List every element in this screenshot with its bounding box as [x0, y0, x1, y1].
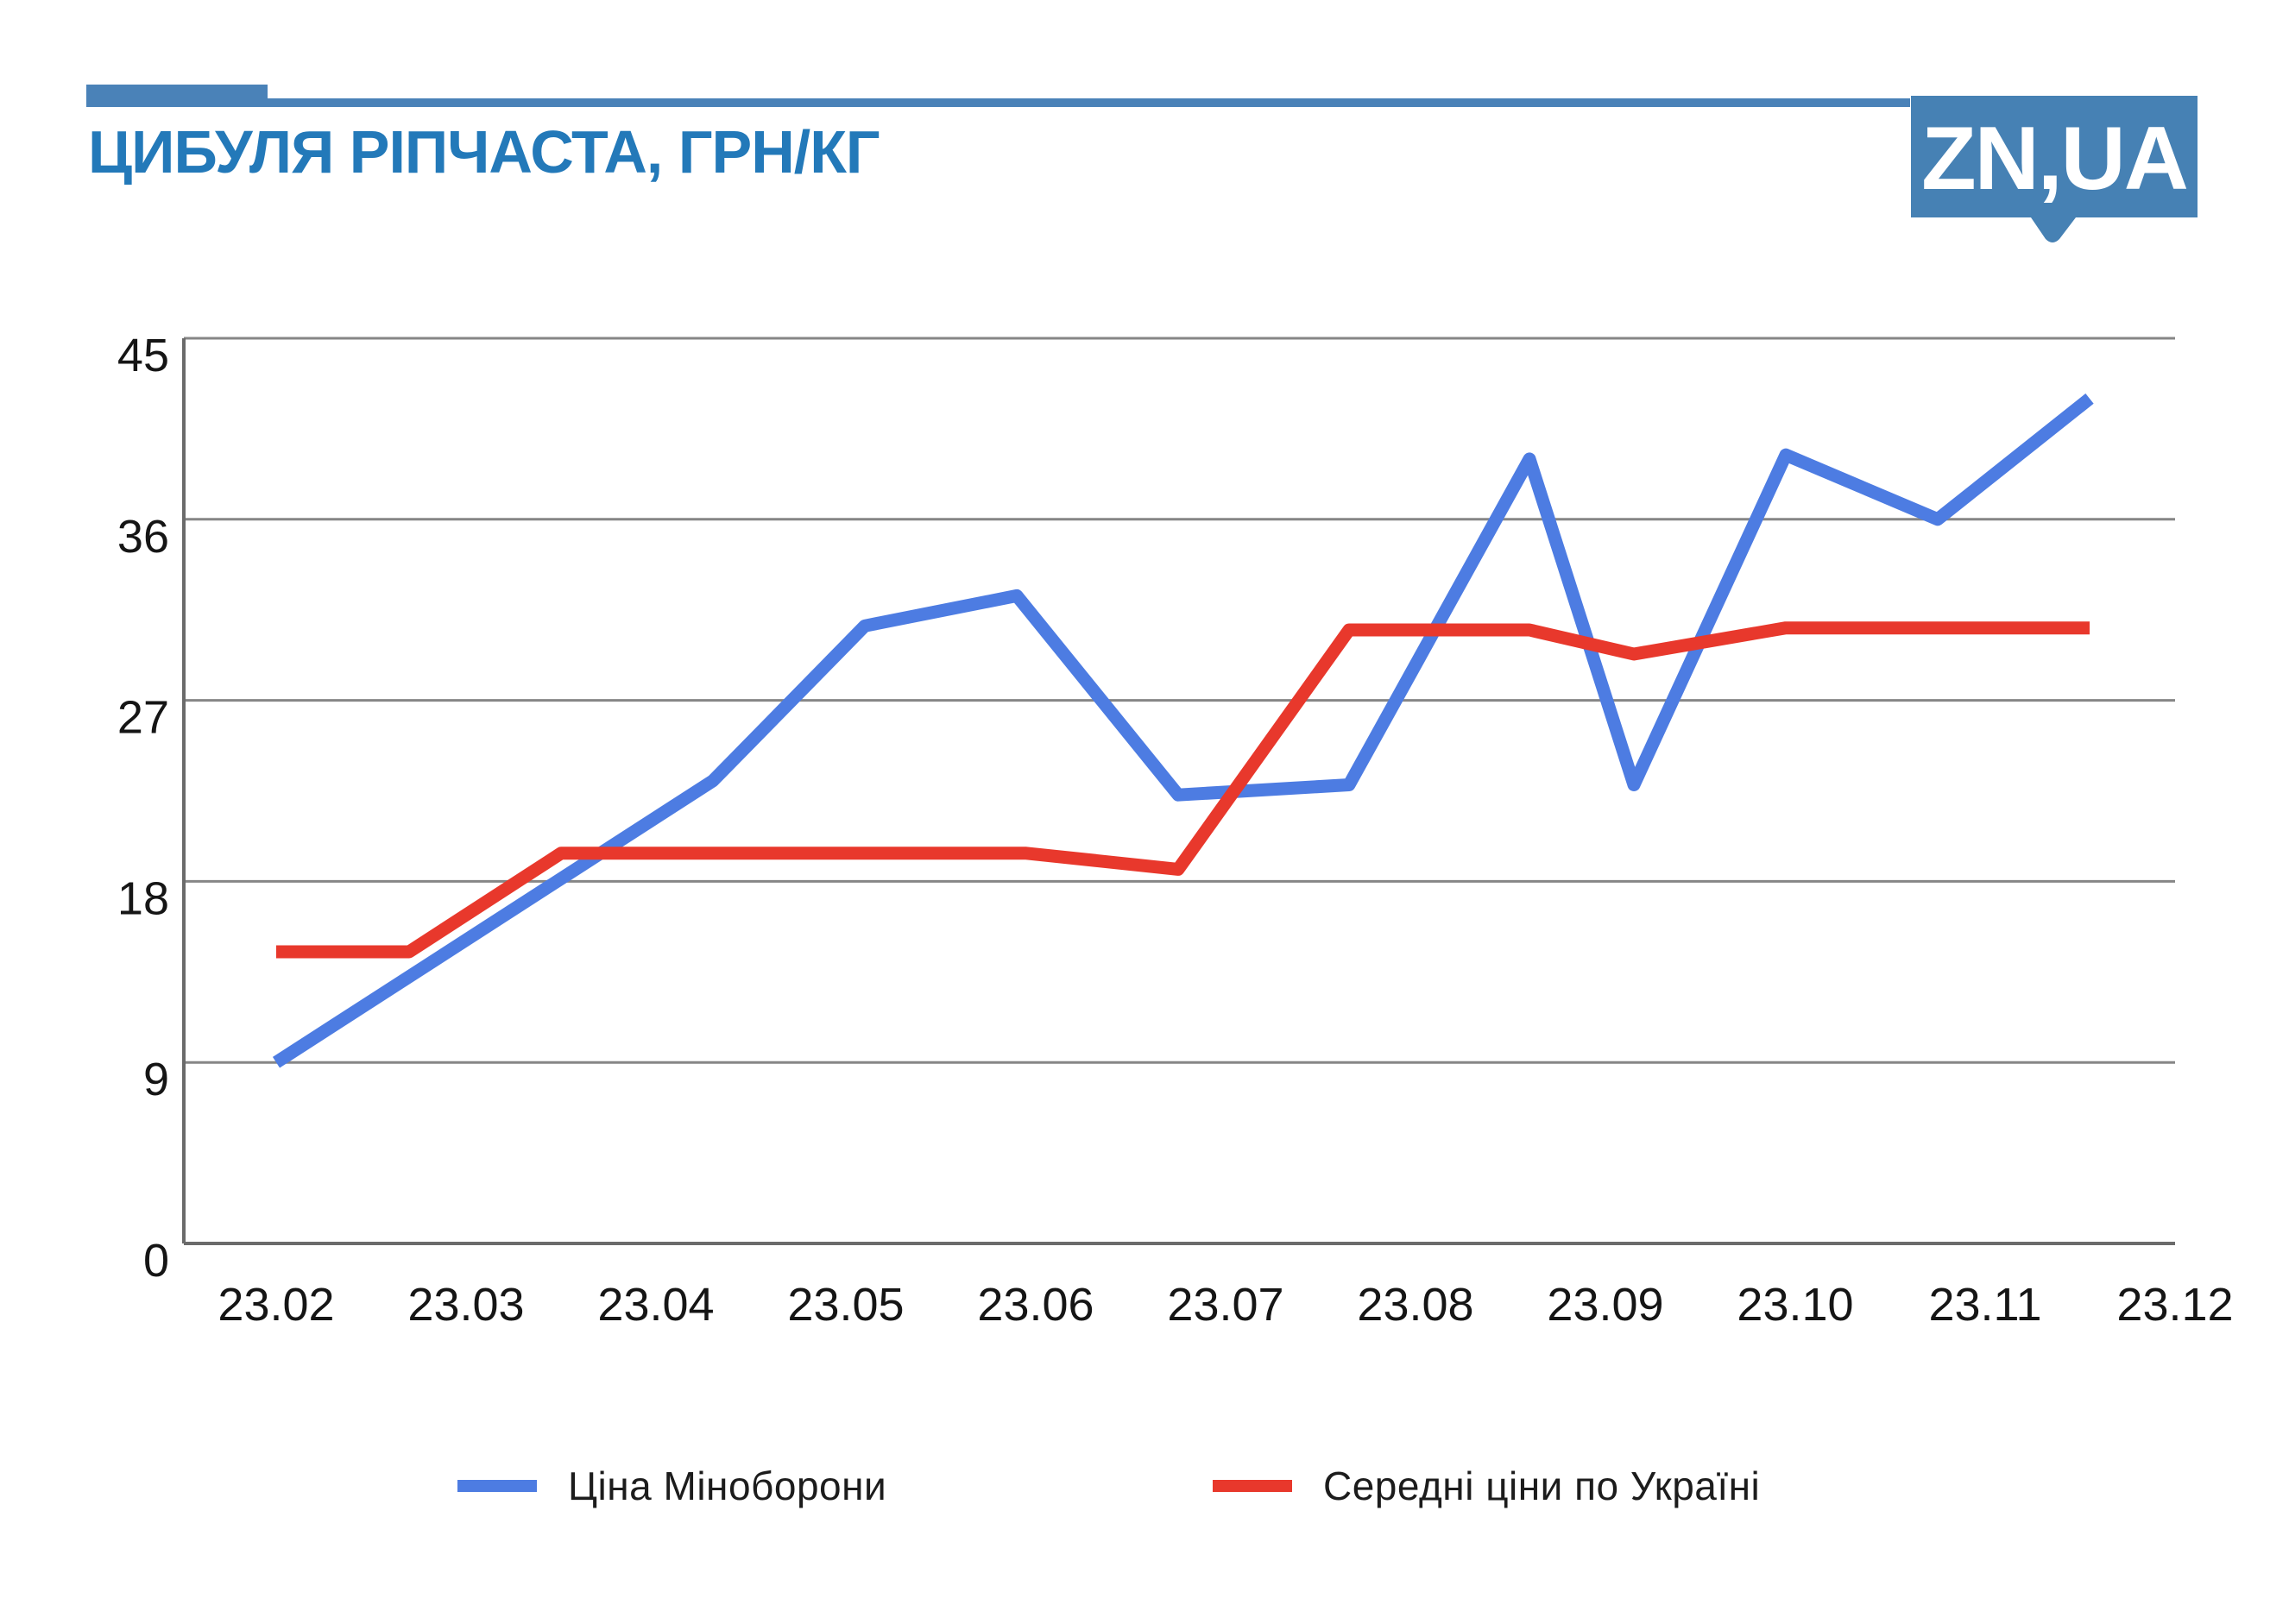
- znua-logo: ZN,UA: [1911, 96, 2198, 242]
- x-tick-label: 23.12: [2116, 1279, 2233, 1331]
- x-tick-label: 23.05: [787, 1279, 904, 1331]
- x-tick-label: 23.09: [1547, 1279, 1663, 1331]
- x-tick-label: 23.11: [1928, 1279, 2041, 1331]
- gridlines: [184, 337, 2175, 1064]
- legend-label-minoborony: Ціна Міноборони: [568, 1463, 887, 1508]
- axes: [182, 338, 2175, 1245]
- x-tick-label: 23.03: [407, 1279, 524, 1331]
- legend-item-minoborony: Ціна Міноборони: [457, 1462, 886, 1510]
- x-axis-tick-labels: 23.02 23.03 23.04 23.05 23.06 23.07 23.08 23.09…: [218, 1279, 2233, 1331]
- legend-item-average-ukraine: Середні ціни по Україні: [1213, 1462, 1760, 1510]
- x-tick-label: 23.04: [597, 1279, 714, 1331]
- header-accent-rule: [268, 98, 1910, 107]
- series-lines: [272, 393, 2094, 1068]
- x-tick-label: 23.02: [218, 1279, 334, 1331]
- x-tick-label: 23.06: [977, 1279, 1094, 1331]
- x-tick-label: 23.08: [1357, 1279, 1473, 1331]
- znua-logo-bubble: [1911, 96, 2198, 242]
- header-accent-block: [86, 85, 268, 107]
- x-tick-label: 23.10: [1737, 1279, 1853, 1331]
- series-line-1: [276, 621, 2090, 959]
- y-axis-tick-labels: 0 9 18 27 36 45: [117, 330, 169, 1287]
- page-title: ЦИБУЛЯ РІПЧАСТА, ГРН/КГ: [88, 118, 880, 186]
- y-tick-label: 9: [143, 1054, 169, 1105]
- legend-swatch-minoborony: [457, 1480, 537, 1492]
- y-tick-label: 0: [143, 1235, 169, 1287]
- znua-logo-text: ZN,UA: [1921, 109, 2187, 209]
- legend-swatch-average-ukraine: [1213, 1480, 1292, 1492]
- y-tick-label: 18: [117, 872, 169, 924]
- x-tick-label: 23.07: [1167, 1279, 1283, 1331]
- y-tick-label: 45: [117, 330, 169, 381]
- series-line-0: [272, 393, 2094, 1068]
- y-tick-label: 36: [117, 511, 169, 563]
- y-tick-label: 27: [117, 692, 169, 744]
- legend-label-average-ukraine: Середні ціни по Україні: [1323, 1463, 1761, 1508]
